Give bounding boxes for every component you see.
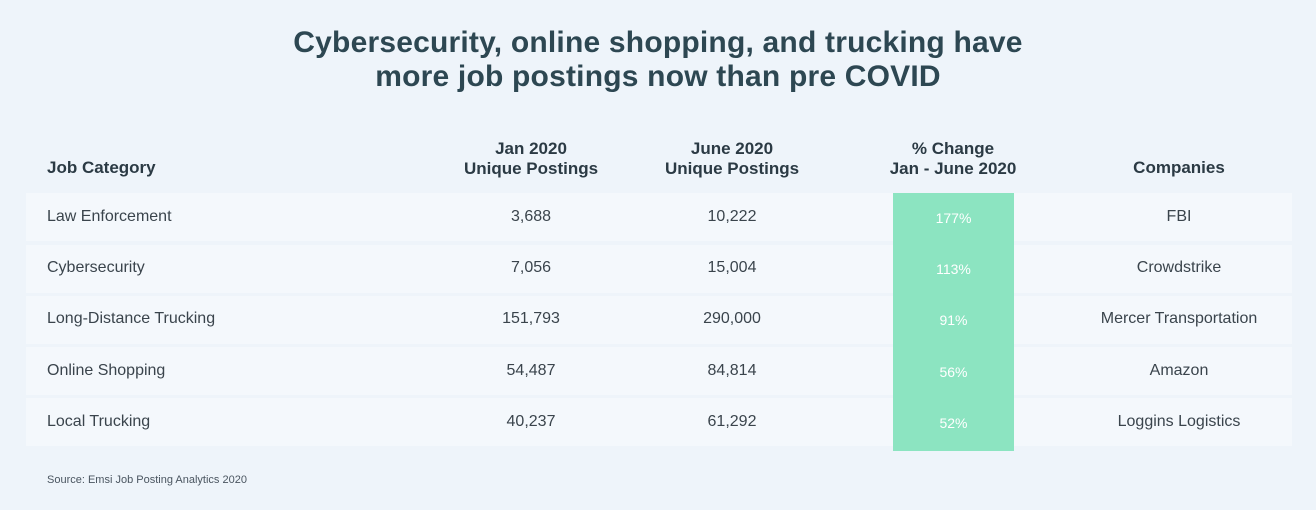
header-jan-2020: Jan 2020 Unique Postings bbox=[431, 139, 631, 179]
table-row bbox=[26, 296, 1292, 344]
cell-jan: 54,487 bbox=[506, 362, 556, 379]
source-note: Source: Emsi Job Posting Analytics 2020 bbox=[47, 474, 247, 486]
cell-company: Mercer Transportation bbox=[1100, 310, 1258, 327]
cell-jan: 3,688 bbox=[510, 208, 552, 225]
chart-title: Cybersecurity, online shopping, and truc… bbox=[0, 26, 1316, 94]
cell-company: FBI bbox=[1166, 208, 1192, 225]
header-change-line-1: % Change bbox=[911, 139, 995, 158]
cell-company: Loggins Logistics bbox=[1117, 413, 1241, 430]
cell-jan: 40,237 bbox=[506, 413, 556, 430]
cell-june: 15,004 bbox=[707, 259, 757, 276]
cell-pct-change: 177% bbox=[935, 210, 972, 226]
cell-pct-change: 91% bbox=[939, 312, 968, 328]
cell-pct-change: 52% bbox=[939, 415, 968, 431]
table-row bbox=[26, 245, 1292, 293]
header-companies-label: Companies bbox=[1133, 158, 1225, 177]
table-row bbox=[26, 193, 1292, 241]
header-companies: Companies bbox=[1079, 158, 1279, 178]
header-jan-line-2: Unique Postings bbox=[463, 159, 599, 178]
header-job-category: Job Category bbox=[47, 158, 156, 178]
cell-pct-change: 56% bbox=[939, 364, 968, 380]
header-job-category-label: Job Category bbox=[47, 158, 156, 177]
header-june-line-1: June 2020 bbox=[690, 139, 774, 158]
cell-june: 290,000 bbox=[703, 310, 761, 327]
pct-change-highlight-column bbox=[893, 193, 1014, 451]
cell-company: Crowdstrike bbox=[1136, 259, 1222, 276]
cell-june: 61,292 bbox=[707, 413, 757, 430]
chart-title-line-2: more job postings now than pre COVID bbox=[375, 60, 941, 93]
cell-category: Cybersecurity bbox=[47, 259, 145, 276]
cell-pct-change: 113% bbox=[936, 261, 971, 277]
header-jan-line-1: Jan 2020 bbox=[495, 139, 567, 158]
header-pct-change: % Change Jan - June 2020 bbox=[853, 139, 1053, 179]
cell-category: Online Shopping bbox=[47, 362, 166, 379]
table-row bbox=[26, 347, 1292, 395]
chart-title-line-1: Cybersecurity, online shopping, and truc… bbox=[293, 26, 1023, 59]
cell-category: Law Enforcement bbox=[47, 208, 172, 225]
header-june-line-2: Unique Postings bbox=[664, 159, 800, 178]
header-june-2020: June 2020 Unique Postings bbox=[632, 139, 832, 179]
cell-jan: 151,793 bbox=[502, 310, 560, 327]
cell-category: Local Trucking bbox=[47, 413, 151, 430]
cell-jan: 7,056 bbox=[510, 259, 552, 276]
cell-company: Amazon bbox=[1149, 362, 1209, 379]
header-change-line-2: Jan - June 2020 bbox=[889, 159, 1017, 178]
table-row bbox=[26, 398, 1292, 446]
cell-june: 84,814 bbox=[707, 362, 757, 379]
cell-category: Long-Distance Trucking bbox=[47, 310, 216, 327]
cell-june: 10,222 bbox=[707, 208, 757, 225]
